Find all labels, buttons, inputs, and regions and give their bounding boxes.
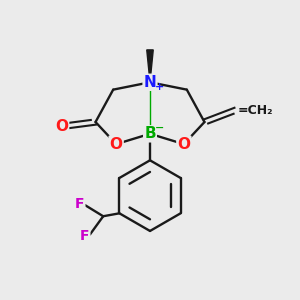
Text: O: O bbox=[177, 136, 190, 152]
Text: F: F bbox=[75, 196, 84, 211]
Text: F: F bbox=[80, 229, 89, 243]
Text: N: N bbox=[144, 75, 156, 90]
Text: =CH₂: =CH₂ bbox=[238, 104, 273, 117]
Text: +: + bbox=[155, 82, 164, 92]
Text: −: − bbox=[155, 123, 164, 133]
Text: O: O bbox=[55, 119, 68, 134]
Polygon shape bbox=[147, 50, 153, 82]
Text: B: B bbox=[144, 126, 156, 141]
Text: O: O bbox=[110, 136, 123, 152]
